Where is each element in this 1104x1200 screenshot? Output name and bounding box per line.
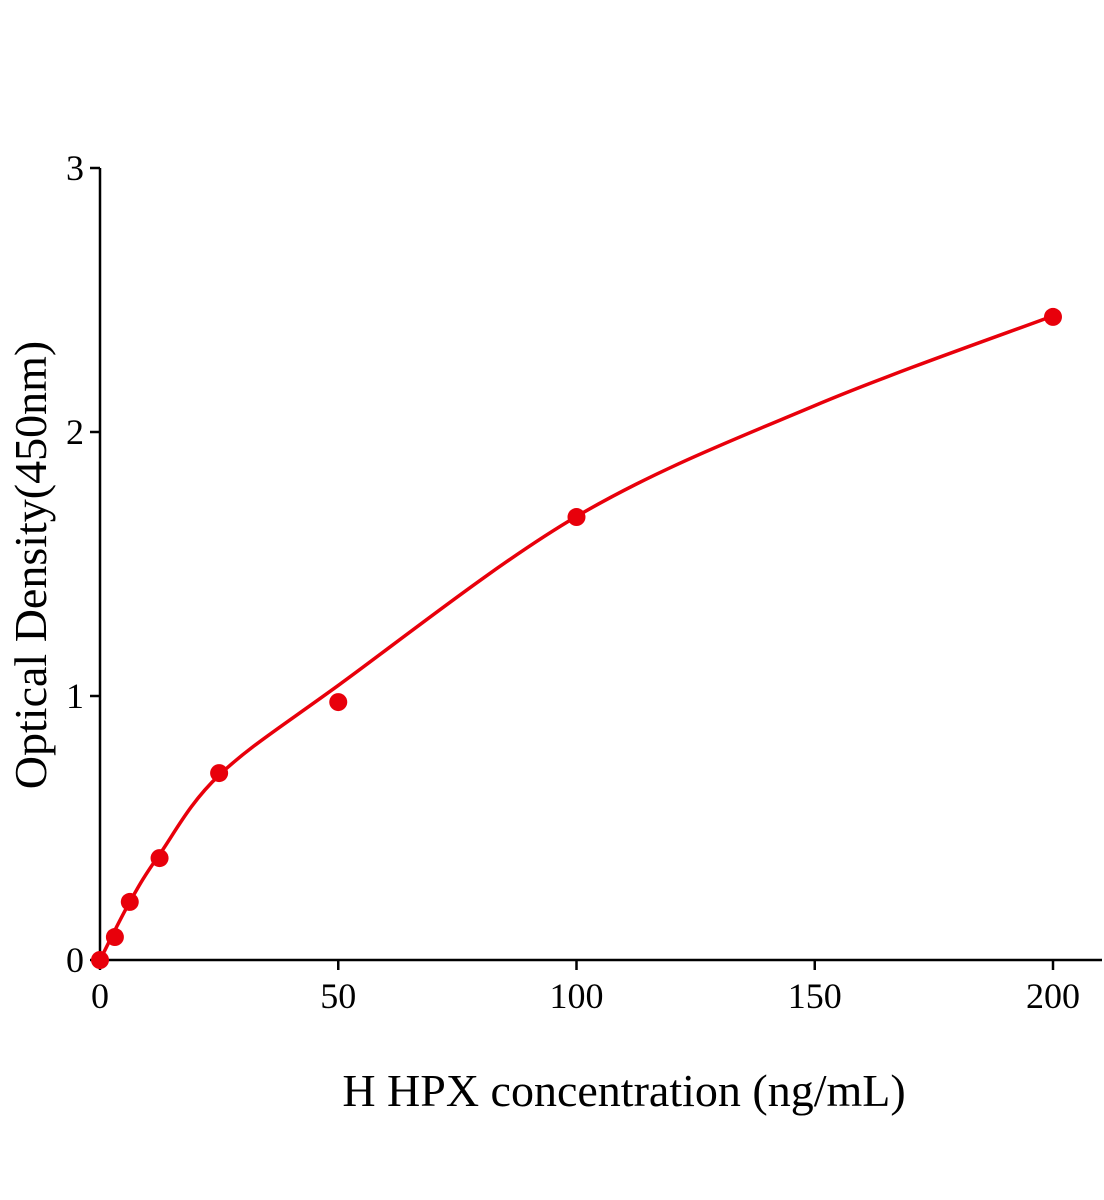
- y-axis-title: Optical Density(450nm): [5, 341, 56, 789]
- y-tick-label: 0: [66, 940, 84, 980]
- x-tick-label: 0: [91, 976, 109, 1016]
- x-axis-title: H HPX concentration (ng/mL): [342, 1065, 905, 1116]
- data-point: [105, 928, 124, 947]
- x-tick-label: 100: [550, 976, 604, 1016]
- data-point: [150, 849, 169, 868]
- data-points: [91, 307, 1062, 969]
- data-point: [210, 764, 229, 783]
- data-point: [567, 508, 586, 527]
- fit-curve: [98, 314, 1054, 961]
- y-tick-label: 2: [66, 412, 84, 452]
- y-tick-label: 3: [66, 148, 84, 188]
- data-point: [91, 951, 109, 969]
- data-point: [120, 892, 139, 911]
- axes: 0 50 100 150 200 0 1 2 3: [66, 148, 1102, 1016]
- data-point: [329, 693, 348, 712]
- y-tick-label: 1: [66, 676, 84, 716]
- data-point: [1044, 307, 1062, 326]
- x-tick-label: 150: [788, 976, 842, 1016]
- x-tick-label: 200: [1026, 976, 1080, 1016]
- x-tick-label: 50: [320, 976, 356, 1016]
